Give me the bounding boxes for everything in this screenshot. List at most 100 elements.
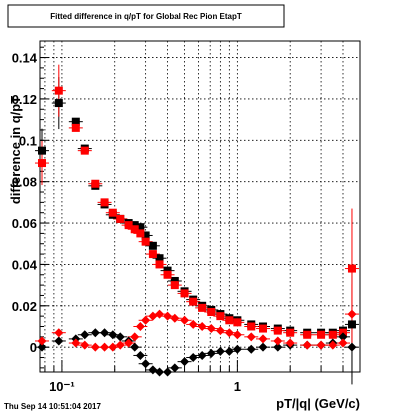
diamond-point (170, 363, 180, 373)
square-point (38, 146, 47, 155)
y-tick-label: 0.02 (12, 299, 37, 314)
diamond-point (188, 353, 198, 363)
diamond-point (37, 342, 47, 352)
square-point (170, 281, 179, 290)
diamond-point (338, 338, 348, 348)
plot-frame (39, 40, 361, 373)
diamond-point (215, 326, 225, 336)
x-tick-labels: 10⁻¹ 1 (49, 379, 241, 394)
diamond-point (328, 340, 338, 350)
square-point (163, 266, 172, 275)
diamond-point (115, 332, 125, 342)
diamond-point (163, 311, 173, 321)
square-point (233, 318, 242, 327)
square-point (54, 86, 63, 95)
diamond-point (180, 315, 190, 325)
square-point (303, 330, 312, 339)
square-point (54, 99, 63, 108)
square-point (108, 208, 117, 217)
diamond-point (302, 340, 312, 350)
diamond-point (197, 321, 207, 331)
square-point (148, 250, 157, 259)
diamond-point (155, 367, 165, 377)
square-point (328, 330, 337, 339)
diamond-point (37, 336, 47, 346)
diamond-point (163, 367, 173, 377)
y-tick-labels: 0 0.02 0.04 0.06 0.08 0.1 0.12 0.14 (12, 51, 38, 356)
timestamp: Thu Sep 14 10:51:04 2017 (4, 402, 101, 411)
x-axis-title: pT/|q| (GeV/c) (276, 396, 360, 411)
diamond-point (232, 330, 242, 340)
diamond-point (224, 346, 234, 356)
diamond-point (148, 311, 158, 321)
x-tick-label: 1 (234, 379, 241, 394)
square-point (259, 324, 268, 333)
diamond-point (124, 338, 134, 348)
chart-title: Fitted difference in q/pT for Global Rec… (50, 12, 242, 21)
diamond-point (90, 342, 100, 352)
diamond-point (170, 313, 180, 323)
square-point (71, 117, 80, 126)
diamond-point (215, 346, 225, 356)
x-tick-label: 10⁻¹ (49, 379, 75, 394)
y-tick-label: 0.12 (12, 92, 37, 107)
diamond-point (80, 340, 90, 350)
square-point (141, 231, 150, 240)
y-tick-label: 0.08 (12, 175, 37, 190)
square-point (136, 229, 145, 238)
square-point (247, 322, 256, 331)
diamond-point (108, 342, 118, 352)
diamond-point (258, 334, 268, 344)
y-tick-label: 0.04 (12, 257, 38, 272)
y-axis-title: difference in q/pT (8, 96, 23, 204)
square-point (347, 320, 356, 329)
diamond-point (135, 321, 145, 331)
data-marks (37, 86, 357, 377)
square-point (317, 330, 326, 339)
y-tick-label: 0.1 (19, 133, 37, 148)
diamond-point (273, 336, 283, 346)
square-point (286, 328, 295, 337)
square-point (91, 179, 100, 188)
diamond-point (90, 328, 100, 338)
square-point (136, 223, 145, 232)
diamond-point (188, 319, 198, 329)
square-point (38, 159, 47, 168)
square-point (155, 260, 164, 269)
diamond-point (155, 309, 165, 319)
diamond-point (285, 338, 295, 348)
diamond-point (316, 340, 326, 350)
diamond-point (108, 330, 118, 340)
diamond-point (347, 342, 357, 352)
diamond-point (100, 342, 110, 352)
diamond-point (347, 309, 357, 319)
diamond-point (338, 332, 348, 342)
diamond-point (135, 350, 145, 360)
grid (40, 41, 361, 372)
square-point (225, 316, 234, 325)
square-point (155, 254, 164, 263)
square-point (148, 241, 157, 250)
y-tick-label: 0.06 (12, 216, 37, 231)
y-tick-label: 0 (30, 340, 37, 355)
diamond-point (141, 315, 151, 325)
square-point (163, 270, 172, 279)
diamond-point (258, 342, 268, 352)
square-point (207, 308, 216, 317)
diamond-point (180, 357, 190, 367)
diamond-point (232, 344, 242, 354)
diamond-point (246, 332, 256, 342)
square-point (273, 326, 282, 335)
diamond-point (71, 338, 81, 348)
square-point (141, 237, 150, 246)
diamond-point (141, 359, 151, 369)
diamond-point (130, 342, 140, 352)
square-point (198, 303, 207, 312)
y-tick-label: 0.14 (12, 51, 38, 66)
square-point (180, 289, 189, 298)
diamond-point (115, 340, 125, 350)
square-point (100, 198, 109, 207)
diamond-point (148, 365, 158, 375)
square-point (216, 312, 225, 321)
